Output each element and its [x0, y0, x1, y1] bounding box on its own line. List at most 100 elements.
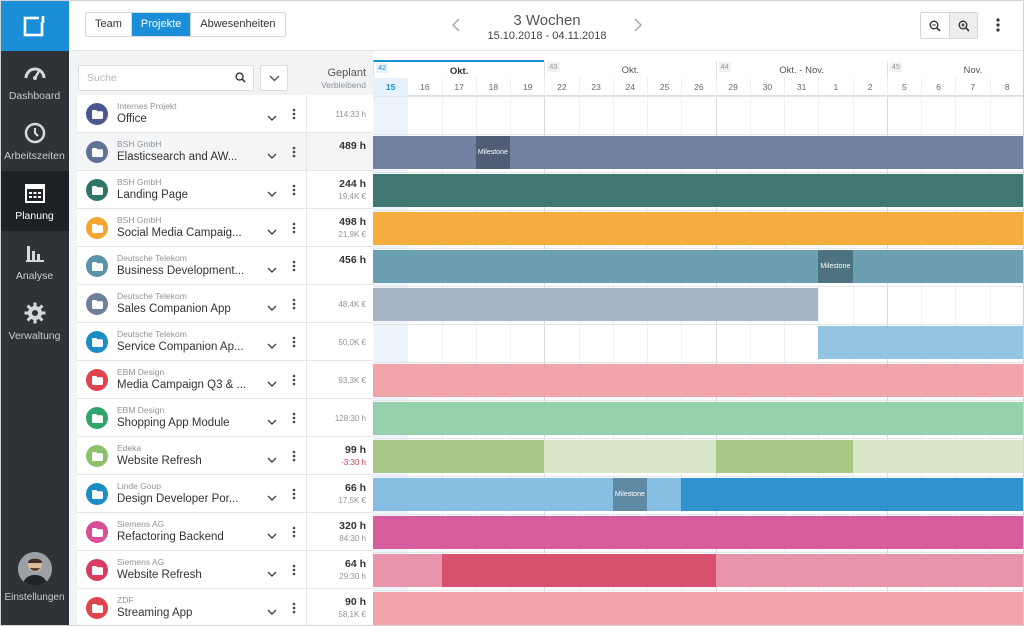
project-bar[interactable] [373, 592, 1024, 625]
project-menu-button[interactable] [292, 221, 296, 239]
project-hours: 128:30 h [306, 399, 373, 436]
project-name[interactable]: Landing Page [117, 189, 188, 201]
project-bar[interactable] [373, 288, 819, 321]
project-row[interactable]: Siemens AG Website Refresh 64 h 29:30 h [77, 551, 373, 589]
project-row[interactable]: Linde Goup Design Developer Por... 66 h 17,… [77, 475, 373, 513]
project-menu-button[interactable] [292, 373, 296, 391]
project-bar[interactable] [715, 440, 853, 473]
project-name[interactable]: Design Developer Por... [117, 493, 239, 505]
tab-abwesenheiten[interactable]: Abwesenheiten [200, 18, 276, 30]
project-row[interactable]: Internes Projekt Office 114:33 h [77, 95, 373, 133]
week-number: 44 [718, 62, 731, 72]
nav-item-dashboard[interactable]: Dashboard [0, 51, 69, 111]
project-row[interactable]: BSH GmbH Landing Page 244 h 19,4K € [77, 171, 373, 209]
project-bar[interactable] [715, 554, 1024, 587]
nav-item-verwaltung[interactable]: Verwaltung [0, 291, 69, 351]
zoom-out-button[interactable] [921, 13, 949, 38]
project-name[interactable]: Streaming App [117, 607, 193, 619]
project-name[interactable]: Business Development... [117, 265, 245, 277]
expand-project-button[interactable] [267, 527, 277, 545]
expand-project-button[interactable] [267, 299, 277, 317]
expand-project-button[interactable] [267, 375, 277, 393]
expand-project-button[interactable] [267, 489, 277, 507]
expand-project-button[interactable] [267, 337, 277, 355]
project-row[interactable]: EBM Design Media Campaign Q3 & ... 93,3K € [77, 361, 373, 399]
zoom-in-button[interactable] [949, 13, 977, 38]
next-period-button[interactable] [631, 16, 645, 34]
project-row[interactable]: Deutsche Telekom Service Companion Ap... 5… [77, 323, 373, 361]
project-menu-button[interactable] [292, 601, 296, 619]
previous-period-button[interactable] [449, 16, 463, 34]
project-menu-button[interactable] [292, 525, 296, 543]
project-name[interactable]: Office [117, 113, 147, 125]
project-name[interactable]: Website Refresh [117, 455, 202, 467]
project-name[interactable]: Media Campaign Q3 & ... [117, 379, 247, 391]
more-options-button[interactable] [991, 14, 1005, 36]
nav-item-planung[interactable]: Planung [0, 171, 69, 231]
project-name[interactable]: Shopping App Module [117, 417, 230, 429]
project-menu-button[interactable] [292, 487, 296, 505]
project-bar[interactable] [818, 326, 1024, 359]
expand-all-button[interactable] [260, 65, 288, 91]
expand-project-button[interactable] [267, 451, 277, 469]
project-row[interactable]: BSH GmbH Social Media Campaig... 498 h 21,9… [77, 209, 373, 247]
project-menu-button[interactable] [292, 335, 296, 353]
expand-project-button[interactable] [267, 109, 277, 127]
project-bar[interactable] [373, 174, 1024, 207]
milestone[interactable]: Milestone [818, 250, 853, 283]
project-bar[interactable] [681, 478, 1024, 511]
project-menu-button[interactable] [292, 411, 296, 429]
project-name[interactable]: Social Media Campaig... [117, 227, 242, 239]
row-divider [373, 248, 1024, 249]
project-bar[interactable] [373, 250, 1024, 283]
search-icon[interactable] [235, 72, 246, 83]
milestone[interactable]: Milestone [475, 136, 510, 169]
project-name[interactable]: Website Refresh [117, 569, 202, 581]
nav-item-arbeitszeiten[interactable]: Arbeitszeiten [0, 111, 69, 171]
app-logo[interactable] [0, 0, 69, 51]
project-row[interactable]: BSH GmbH Elasticsearch and AW... 489 h [77, 133, 373, 171]
expand-project-button[interactable] [267, 147, 277, 165]
expand-project-button[interactable] [267, 565, 277, 583]
project-row[interactable]: ZDF Streaming App 90 h 58,1K € [77, 589, 373, 626]
project-menu-button[interactable] [292, 449, 296, 467]
project-name[interactable]: Service Companion Ap... [117, 341, 244, 353]
project-row[interactable]: Siemens AG Refactoring Backend 320 h 84:30 … [77, 513, 373, 551]
project-menu-button[interactable] [292, 563, 296, 581]
project-bar[interactable] [373, 364, 1024, 397]
project-menu-button[interactable] [292, 297, 296, 315]
tab-projekte[interactable]: Projekte [131, 13, 192, 36]
project-menu-button[interactable] [292, 183, 296, 201]
project-bar[interactable] [373, 554, 442, 587]
expand-project-button[interactable] [267, 603, 277, 621]
project-bar[interactable] [373, 402, 1024, 435]
project-bar[interactable] [373, 136, 1024, 169]
more-vertical-icon [292, 374, 296, 386]
avatar[interactable] [17, 552, 52, 586]
project-bar[interactable] [373, 516, 1024, 549]
project-name[interactable]: Elasticsearch and AW... [117, 151, 238, 163]
project-row[interactable]: Edeka Website Refresh 99 h -3:30 h [77, 437, 373, 475]
nav-item-analyse[interactable]: Analyse [0, 231, 69, 291]
project-bar[interactable] [441, 554, 716, 587]
tab-team[interactable]: Team [86, 13, 132, 36]
project-row[interactable]: Deutsche Telekom Sales Companion App 48,4K… [77, 285, 373, 323]
project-row[interactable]: Deutsche Telekom Business Development... 4… [77, 247, 373, 285]
project-menu-button[interactable] [292, 107, 296, 125]
expand-project-button[interactable] [267, 185, 277, 203]
project-menu-button[interactable] [292, 259, 296, 277]
project-row[interactable]: EBM Design Shopping App Module 128:30 h [77, 399, 373, 437]
project-name[interactable]: Sales Companion App [117, 303, 231, 315]
project-name[interactable]: Refactoring Backend [117, 531, 224, 543]
expand-project-button[interactable] [267, 261, 277, 279]
project-bar[interactable] [544, 440, 716, 473]
search-input[interactable] [79, 66, 229, 90]
project-bar[interactable] [373, 212, 1024, 245]
project-bar[interactable] [852, 440, 1024, 473]
expand-project-button[interactable] [267, 223, 277, 241]
nav-item-einstellungen[interactable]: Einstellungen [0, 552, 69, 618]
project-menu-button[interactable] [292, 145, 296, 163]
project-bar[interactable] [373, 440, 545, 473]
milestone[interactable]: Milestone [612, 478, 647, 511]
expand-project-button[interactable] [267, 413, 277, 431]
